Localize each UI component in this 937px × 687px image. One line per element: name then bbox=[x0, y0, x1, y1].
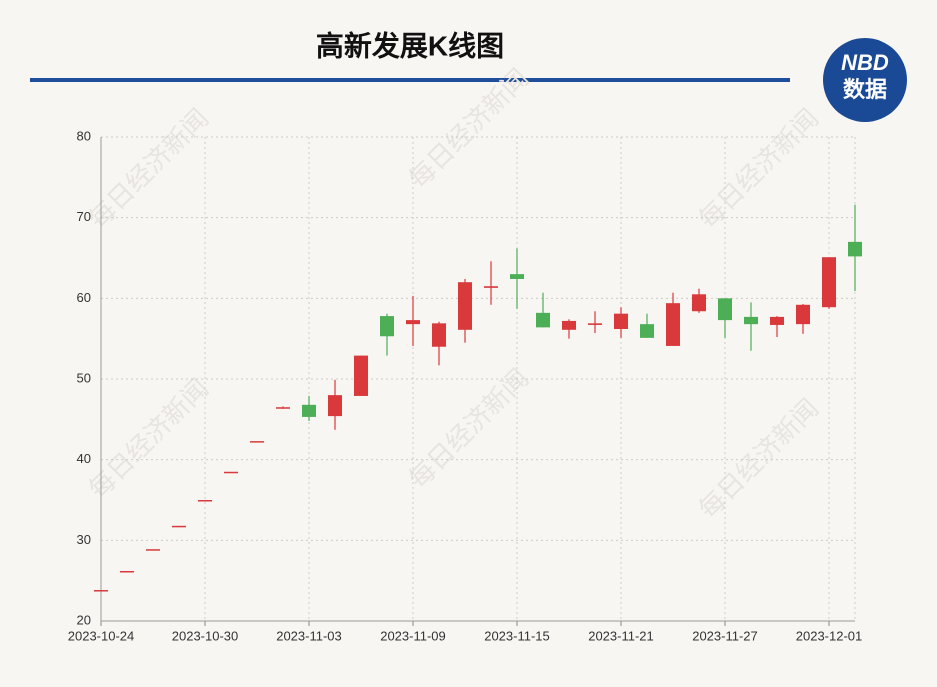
y-tick-label: 60 bbox=[77, 290, 91, 305]
candle-body bbox=[354, 355, 368, 396]
logo bbox=[823, 38, 907, 122]
candle-body bbox=[588, 323, 602, 325]
watermark: 每日经济新闻 bbox=[693, 393, 825, 525]
candle-body bbox=[406, 320, 420, 325]
candle-body bbox=[276, 407, 290, 409]
x-tick-label: 2023-11-03 bbox=[276, 628, 342, 643]
candle-body bbox=[666, 303, 680, 346]
y-tick-label: 80 bbox=[77, 128, 91, 143]
candle-body bbox=[796, 304, 810, 325]
candle-body bbox=[380, 316, 394, 337]
candle-body bbox=[510, 274, 524, 279]
y-tick-label: 20 bbox=[77, 612, 91, 627]
candle-body bbox=[848, 241, 862, 257]
y-tick-label: 50 bbox=[77, 370, 91, 385]
y-tick-label: 40 bbox=[77, 451, 91, 466]
candle-body bbox=[692, 294, 706, 312]
candle-body bbox=[458, 282, 472, 330]
x-tick-label: 2023-11-27 bbox=[692, 628, 758, 643]
x-tick-label: 2023-12-01 bbox=[796, 628, 863, 643]
chart-title: 高新发展K线图 bbox=[316, 29, 504, 61]
watermark: 每日经济新闻 bbox=[693, 103, 825, 235]
title-rule bbox=[30, 78, 790, 82]
candle-body bbox=[120, 570, 134, 573]
candle-body bbox=[302, 404, 316, 417]
candle-body bbox=[146, 549, 160, 551]
y-tick-label: 70 bbox=[77, 209, 91, 224]
watermark: 每日经济新闻 bbox=[83, 373, 215, 505]
logo-text: 数据 bbox=[843, 77, 887, 102]
candle-body bbox=[536, 312, 550, 328]
x-tick-label: 2023-11-15 bbox=[484, 628, 550, 643]
candle-body bbox=[484, 286, 498, 288]
candle-body bbox=[432, 323, 446, 347]
candle-body bbox=[224, 471, 238, 474]
candle-body bbox=[562, 320, 576, 330]
watermark: 每日经济新闻 bbox=[403, 63, 535, 195]
candle-body bbox=[94, 590, 108, 592]
candle-body bbox=[328, 395, 342, 417]
x-tick-label: 2023-10-30 bbox=[172, 628, 239, 643]
x-tick-label: 2023-11-21 bbox=[588, 628, 654, 643]
watermark: 每日经济新闻 bbox=[403, 363, 535, 495]
candle-body bbox=[198, 500, 212, 502]
candle-body bbox=[744, 316, 758, 325]
candle-body bbox=[770, 316, 784, 325]
candle-body bbox=[718, 298, 732, 321]
y-tick-label: 30 bbox=[77, 532, 91, 547]
candle-body bbox=[172, 525, 186, 528]
logo-text: NBD bbox=[841, 50, 889, 75]
candle-body bbox=[822, 257, 836, 308]
x-tick-label: 2023-10-24 bbox=[68, 628, 135, 643]
watermark: 每日经济新闻 bbox=[83, 103, 215, 235]
candle-body bbox=[250, 441, 264, 443]
candle-body bbox=[640, 324, 654, 338]
x-tick-label: 2023-11-09 bbox=[380, 628, 446, 643]
candle-body bbox=[614, 313, 628, 329]
